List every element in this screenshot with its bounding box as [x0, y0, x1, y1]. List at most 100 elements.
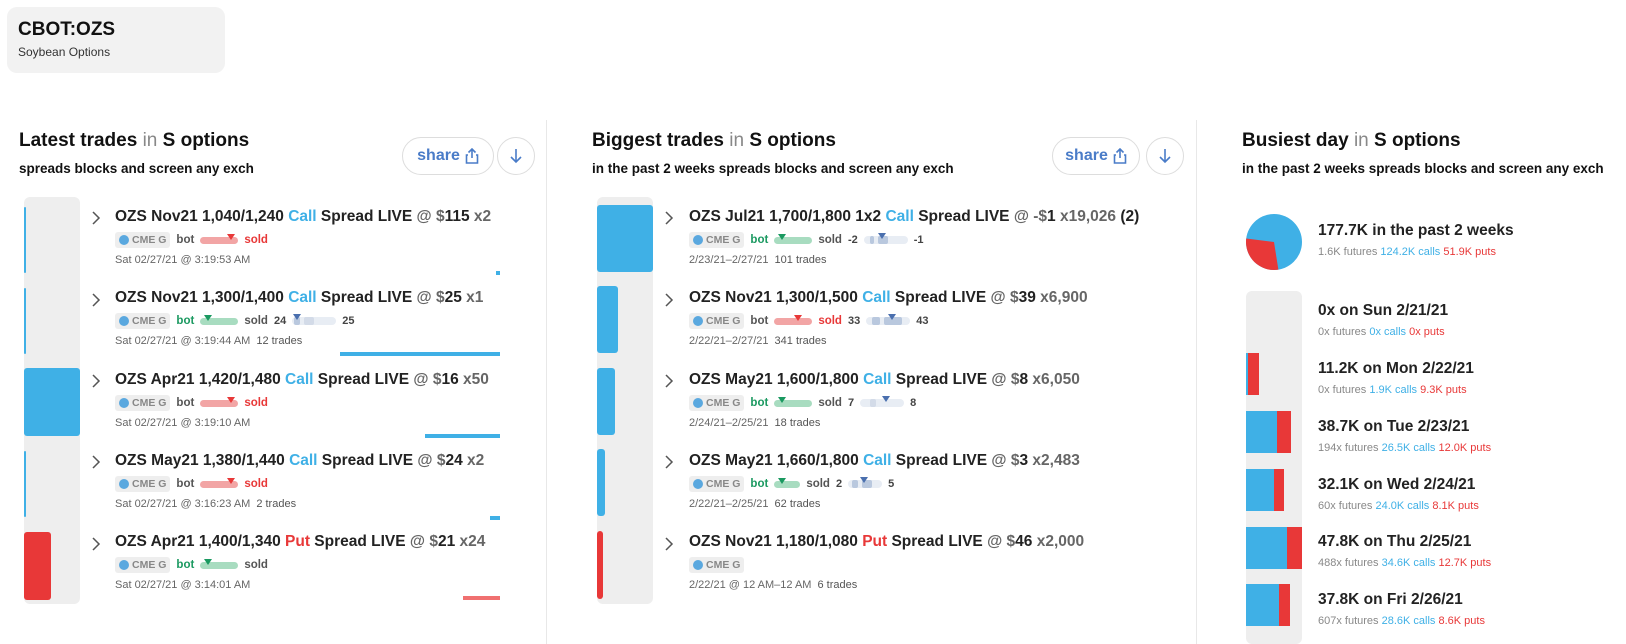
trade-row[interactable]: OZS May21 1,380/1,440 Call Spread LIVE @…: [115, 452, 484, 510]
download-icon: [1159, 149, 1171, 164]
bot-label: bot: [750, 315, 769, 327]
sold-label: sold: [818, 397, 842, 409]
day-volume-bar: [1246, 527, 1302, 569]
size-bar: [24, 451, 26, 517]
chevron-right-icon[interactable]: [90, 292, 102, 308]
chevron-right-icon[interactable]: [663, 373, 675, 389]
trade-row[interactable]: OZS May21 1,660/1,800 Call Spread LIVE @…: [689, 452, 1080, 510]
trade-title: OZS May21 1,600/1,800 Call Spread LIVE @…: [689, 371, 1080, 388]
exchange-badge: CME G: [115, 232, 171, 248]
day-volume-bar: [1246, 411, 1291, 453]
globe-icon: [693, 398, 703, 408]
trade-row[interactable]: OZS Nov21 1,300/1,400 Call Spread LIVE @…: [115, 289, 483, 347]
day-breakdown: 607x futures 28.6K calls 8.6K puts: [1318, 615, 1485, 627]
summary-breakdown: 1.6K futures 124.2K calls 51.9K puts: [1318, 246, 1496, 258]
size-bar: [24, 207, 26, 273]
chevron-right-icon[interactable]: [90, 210, 102, 226]
day-row[interactable]: 32.1K on Wed 2/24/21 60x futures 24.0K c…: [1318, 476, 1479, 512]
trade-time: Sat 02/27/21 @ 3:19:44 AM 12 trades: [115, 335, 303, 347]
trade-title: OZS Apr21 1,420/1,480 Call Spread LIVE @…: [115, 371, 489, 388]
trade-time: 2/24/21–2/25/21 18 trades: [689, 417, 821, 429]
globe-icon: [119, 479, 129, 489]
day-row[interactable]: 0x on Sun 2/21/21 0x futures 0x calls 0x…: [1318, 302, 1448, 338]
sold-label: sold: [806, 478, 830, 490]
exchange-badge: CME G: [115, 313, 171, 329]
chevron-right-icon[interactable]: [663, 292, 675, 308]
size-bar: [24, 368, 80, 436]
latest-trades-title: Latest trades in S options: [19, 130, 250, 151]
trade-row[interactable]: OZS Apr21 1,420/1,480 Call Spread LIVE @…: [115, 371, 489, 429]
trade-title: OZS May21 1,660/1,800 Call Spread LIVE @…: [689, 452, 1080, 469]
price-range-gauge: [863, 233, 908, 244]
share-button[interactable]: share: [1052, 137, 1140, 175]
globe-icon: [119, 316, 129, 326]
biggest-trades-title: Biggest trades in S options: [592, 130, 836, 151]
busiest-day-subtitle: in the past 2 weeks spreads blocks and s…: [1242, 161, 1604, 176]
share-label: share: [1065, 147, 1108, 164]
trade-time: Sat 02/27/21 @ 3:14:01 AM: [115, 579, 251, 591]
price-position-bar: [496, 271, 500, 275]
trade-row[interactable]: OZS Jul21 1,700/1,800 1x2 Call Spread LI…: [689, 208, 1139, 266]
trade-row[interactable]: OZS Nov21 1,040/1,240 Call Spread LIVE @…: [115, 208, 491, 266]
day-breakdown: 0x futures 1.9K calls 9.3K puts: [1318, 384, 1467, 396]
exchange-badge: CME G: [689, 557, 745, 573]
download-button[interactable]: [1146, 137, 1184, 175]
download-icon: [510, 149, 522, 164]
sold-label: sold: [244, 559, 268, 571]
download-button[interactable]: [497, 137, 535, 175]
price-low: -2: [847, 234, 858, 246]
day-breakdown: 0x futures 0x calls 0x puts: [1318, 326, 1445, 338]
globe-icon: [693, 235, 703, 245]
price-position-bar: [425, 434, 500, 438]
day-breakdown: 60x futures 24.0K calls 8.1K puts: [1318, 500, 1479, 512]
share-button[interactable]: share: [402, 137, 494, 175]
price-range-gauge: [866, 314, 911, 325]
chevron-right-icon[interactable]: [663, 454, 675, 470]
day-row[interactable]: 11.2K on Mon 2/22/21 0x futures 1.9K cal…: [1318, 360, 1474, 396]
chevron-right-icon[interactable]: [90, 536, 102, 552]
exchange-badge: CME G: [115, 557, 171, 573]
trade-row[interactable]: OZS Nov21 1,180/1,080 Put Spread LIVE @ …: [689, 533, 1084, 591]
ticker-card[interactable]: CBOT:OZS Soybean Options: [7, 7, 225, 73]
day-puts-segment: [1277, 411, 1291, 453]
trade-meta: CME G bot sold: [115, 557, 485, 573]
chevron-right-icon[interactable]: [90, 454, 102, 470]
side-gauge: [774, 396, 813, 407]
trade-row[interactable]: OZS May21 1,600/1,800 Call Spread LIVE @…: [689, 371, 1080, 429]
day-row[interactable]: 38.7K on Tue 2/23/21 194x futures 26.5K …: [1318, 418, 1491, 454]
price-range-gauge: [860, 396, 905, 407]
day-puts-segment: [1248, 353, 1259, 395]
trade-row[interactable]: OZS Apr21 1,400/1,340 Put Spread LIVE @ …: [115, 533, 485, 591]
bot-label: bot: [176, 315, 195, 327]
biggest-trades-subtitle: in the past 2 weeks spreads blocks and s…: [592, 161, 954, 176]
day-puts-segment: [1274, 469, 1284, 511]
day-row[interactable]: 47.8K on Thu 2/25/21 488x futures 34.6K …: [1318, 533, 1491, 569]
chevron-right-icon[interactable]: [90, 373, 102, 389]
share-icon: [1113, 148, 1127, 164]
side-gauge: [200, 558, 239, 569]
price-low: 33: [847, 315, 861, 327]
side-gauge: [200, 477, 239, 488]
trade-meta: CME G bot sold -2 -1: [689, 232, 1139, 248]
globe-icon: [119, 398, 129, 408]
chevron-right-icon[interactable]: [663, 536, 675, 552]
day-row[interactable]: 37.8K on Fri 2/26/21 607x futures 28.6K …: [1318, 591, 1485, 627]
latest-trades-subtitle: spreads blocks and screen any exch: [19, 161, 254, 176]
bot-label: bot: [176, 478, 195, 490]
sold-label: sold: [244, 478, 268, 490]
globe-icon: [119, 235, 129, 245]
chevron-right-icon[interactable]: [663, 210, 675, 226]
size-bar: [597, 205, 653, 272]
ticker-name: Soybean Options: [18, 45, 111, 59]
trade-time: Sat 02/27/21 @ 3:19:10 AM: [115, 417, 251, 429]
price-range-gauge: [848, 477, 883, 488]
trade-row[interactable]: OZS Nov21 1,300/1,500 Call Spread LIVE @…: [689, 289, 1088, 347]
size-bar: [597, 449, 605, 516]
trade-meta: CME G bot sold 33 43: [689, 313, 1088, 329]
day-title: 11.2K on Mon 2/22/21: [1318, 360, 1474, 377]
summary-row[interactable]: 177.7K in the past 2 weeks 1.6K futures …: [1318, 222, 1514, 258]
side-gauge: [200, 396, 239, 407]
trade-title: OZS Nov21 1,300/1,400 Call Spread LIVE @…: [115, 289, 484, 306]
trade-time: 2/22/21 @ 12 AM–12 AM 6 trades: [689, 579, 858, 591]
bot-label: bot: [176, 397, 195, 409]
